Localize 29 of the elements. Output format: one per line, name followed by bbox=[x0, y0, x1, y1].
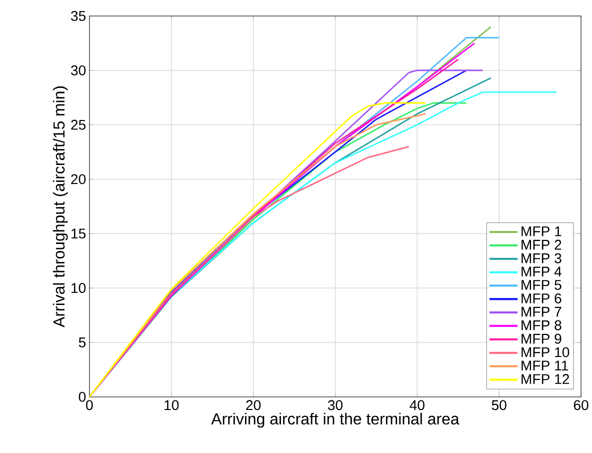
x-tick-label: 10 bbox=[164, 400, 179, 410]
legend-label: MFP 10 bbox=[522, 347, 570, 358]
y-tick-label: 20 bbox=[71, 174, 86, 184]
legend-label: MFP 8 bbox=[522, 320, 562, 330]
x-tick-label: 20 bbox=[246, 400, 261, 410]
x-tick-label: 40 bbox=[410, 400, 424, 410]
legend-label: MFP 7 bbox=[522, 306, 562, 317]
y-tick-label: 30 bbox=[71, 65, 86, 76]
y-tick-label: 35 bbox=[71, 10, 86, 21]
y-tick-label: 10 bbox=[72, 282, 86, 293]
x-tick-label: 50 bbox=[492, 400, 506, 410]
legend-label: MFP 1 bbox=[522, 226, 562, 236]
y-tick-label: 0 bbox=[78, 392, 86, 402]
legend-label: MFP 11 bbox=[522, 360, 568, 370]
legend-label: MFP 6 bbox=[522, 293, 562, 304]
y-tick-label: 25 bbox=[71, 120, 86, 130]
x-tick-label: 60 bbox=[574, 400, 588, 410]
legend-label: MFP 12 bbox=[522, 374, 570, 384]
y-tick-label: 15 bbox=[72, 228, 86, 238]
x-tick-label: 0 bbox=[86, 400, 93, 410]
legend-label: MFP 3 bbox=[522, 253, 562, 264]
x-axis-title: Arriving aircraft in the terminal area bbox=[211, 412, 460, 428]
legend-label: MFP 2 bbox=[522, 240, 562, 250]
y-axis-title: Arrival throughput (aircraft/15 min) bbox=[52, 86, 68, 328]
x-tick-label: 30 bbox=[328, 400, 343, 410]
legend-label: MFP 5 bbox=[522, 280, 562, 290]
legend-label: MFP 4 bbox=[522, 266, 562, 276]
legend-label: MFP 9 bbox=[522, 334, 562, 344]
y-tick-label: 5 bbox=[78, 337, 86, 348]
